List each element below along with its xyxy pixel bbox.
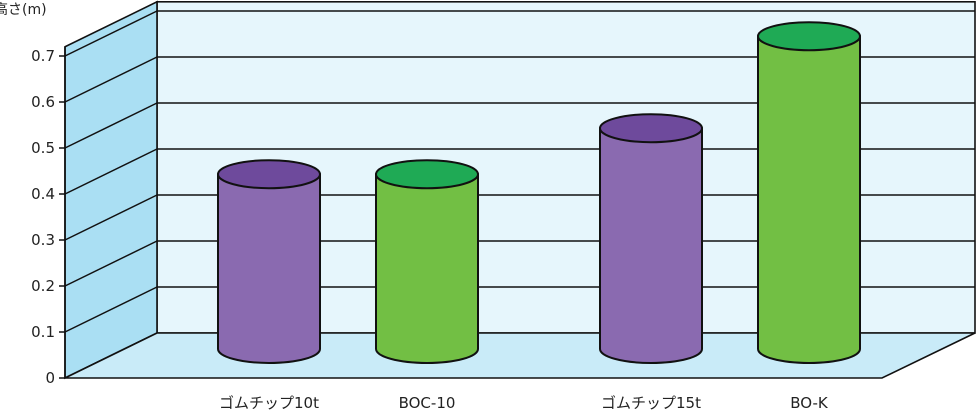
category-label: BO-K [790,394,829,412]
y-tick-label: 0.7 [31,47,55,65]
gridline-side [64,240,158,287]
bar-top [599,113,703,144]
y-tick-label: 0.3 [31,231,55,249]
bars [217,21,861,364]
bar-top [375,159,479,190]
x-axis-categories: ゴムチップ10t BOC-10 ゴムチップ15t BO-K [219,394,829,412]
bar-1 [217,159,321,364]
bar-body [375,173,479,364]
y-tick-label: 0.5 [31,139,55,157]
y-tick-label: 0.4 [31,185,55,203]
bar-body [757,35,861,364]
gridline-side [64,102,158,149]
y-tick-label: 0.2 [31,277,55,295]
bar-4 [757,21,861,364]
gridline-side [64,286,158,333]
bar-top [217,159,321,190]
gridline-side [64,56,158,103]
bar-body [599,127,703,364]
y-tick-label: 0 [45,369,55,387]
bar-top [757,21,861,52]
y-axis-ticks: 0 0.1 0.2 0.3 0.4 0.5 0.6 0.7 [31,47,65,387]
bar-body [217,173,321,364]
y-axis-label: 高さ(m) [0,1,47,18]
bar-3 [599,113,703,364]
bar-2 [375,159,479,364]
category-label: BOC-10 [399,394,456,412]
category-label: ゴムチップ15t [601,394,701,412]
gridline-side [64,194,158,241]
y-tick-label: 0.6 [31,93,55,111]
side-wall [64,0,158,380]
gridline-side [64,10,158,57]
category-label: ゴムチップ10t [219,394,319,412]
gridline-side [64,148,158,195]
y-tick-label: 0.1 [31,323,55,341]
